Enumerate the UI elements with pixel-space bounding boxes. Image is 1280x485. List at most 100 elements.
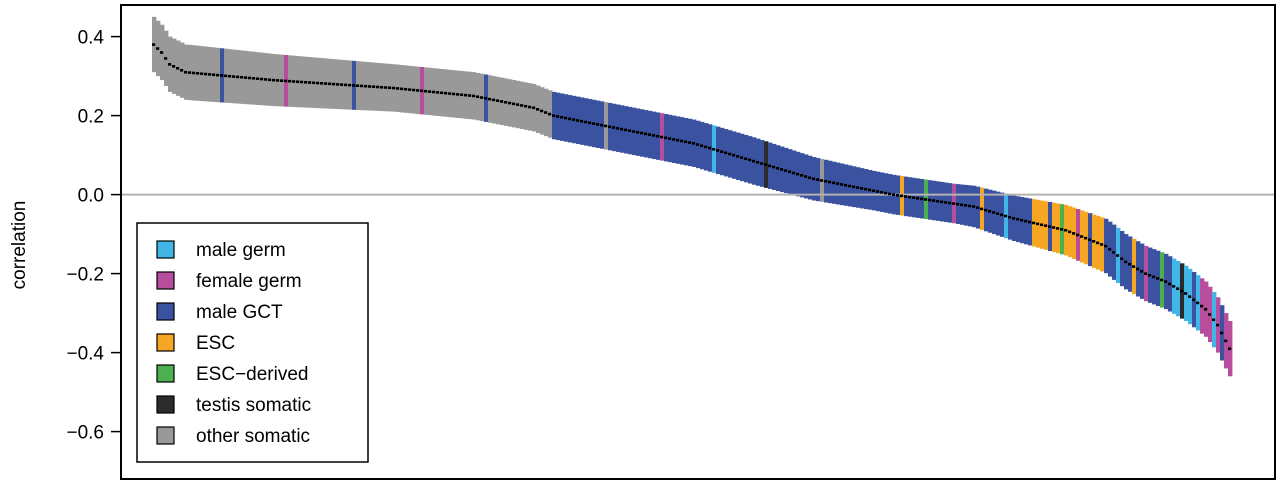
median-point — [804, 175, 808, 178]
median-point — [760, 162, 764, 165]
median-point — [488, 97, 492, 101]
median-point — [1068, 230, 1072, 234]
median-point — [720, 150, 724, 153]
median-point — [512, 102, 516, 106]
median-point — [388, 86, 392, 90]
median-point — [1220, 331, 1224, 335]
median-point — [844, 183, 848, 187]
median-point — [536, 108, 540, 111]
median-point — [396, 87, 400, 90]
median-point — [204, 72, 208, 76]
median-point — [920, 197, 924, 201]
median-point — [820, 179, 824, 182]
median-point — [508, 101, 512, 105]
median-point — [904, 195, 908, 198]
median-point — [400, 87, 404, 91]
median-point — [296, 80, 300, 84]
median-point — [280, 79, 284, 82]
median-point — [1096, 241, 1100, 245]
legend-swatch — [156, 395, 175, 414]
median-point — [664, 136, 668, 140]
median-point — [1024, 219, 1028, 223]
median-point — [172, 65, 176, 68]
median-point — [1020, 218, 1024, 222]
median-point — [996, 212, 1000, 215]
median-point — [728, 152, 732, 156]
median-point — [756, 161, 760, 164]
legend-swatch — [156, 364, 175, 383]
median-point — [432, 90, 436, 94]
median-point — [1012, 217, 1016, 220]
median-point — [564, 116, 568, 120]
median-point — [780, 168, 784, 171]
median-point — [428, 90, 432, 93]
median-point — [404, 87, 408, 91]
median-point — [1064, 228, 1068, 232]
median-point — [612, 126, 616, 129]
median-point — [232, 75, 236, 78]
median-point — [988, 209, 992, 213]
median-point — [224, 74, 228, 78]
median-point — [556, 115, 560, 118]
median-point — [884, 191, 888, 195]
median-point — [1108, 247, 1112, 251]
legend-label: other somatic — [196, 426, 310, 447]
median-points — [152, 43, 1232, 351]
y-axis: −0.6 −0.4 −0.2 0.0 0.2 0.4 — [66, 28, 121, 444]
median-point — [776, 166, 780, 170]
median-point — [468, 94, 472, 97]
legend-label: ESC−derived — [196, 364, 308, 385]
median-point — [284, 79, 288, 83]
median-point — [460, 93, 464, 97]
median-point — [1144, 272, 1148, 275]
median-point — [976, 206, 980, 210]
median-point — [616, 127, 620, 130]
median-point — [696, 143, 700, 146]
median-point — [624, 128, 628, 132]
median-point — [1060, 228, 1064, 231]
median-point — [700, 144, 704, 148]
median-point — [716, 149, 720, 152]
median-point — [496, 99, 500, 102]
median-point — [984, 208, 988, 212]
median-point — [288, 79, 292, 83]
median-point — [152, 43, 156, 46]
median-point — [1088, 238, 1092, 242]
median-point — [836, 182, 840, 185]
median-point — [520, 104, 524, 107]
median-point — [1048, 225, 1052, 228]
median-point — [1028, 220, 1032, 224]
median-point — [292, 80, 296, 83]
median-point — [320, 82, 324, 85]
median-point — [856, 186, 860, 189]
median-point — [992, 211, 996, 214]
median-point — [164, 57, 168, 60]
median-point — [324, 82, 328, 85]
median-point — [308, 81, 312, 84]
median-point — [656, 134, 660, 138]
median-point — [1136, 267, 1140, 271]
median-point — [364, 84, 368, 88]
median-point — [864, 187, 868, 191]
median-point — [568, 117, 572, 121]
median-point — [544, 111, 548, 114]
median-point — [1080, 235, 1084, 238]
median-point — [732, 153, 736, 157]
median-point — [248, 76, 252, 80]
median-point — [1056, 227, 1060, 230]
legend: male germ female germ male GCT ESC ESC−deriv… — [136, 222, 369, 463]
median-point — [764, 163, 768, 166]
median-point — [672, 138, 676, 141]
median-point — [892, 193, 896, 196]
median-point — [380, 85, 384, 89]
median-point — [852, 185, 856, 189]
median-point — [492, 98, 496, 102]
median-point — [840, 183, 844, 186]
median-point — [504, 100, 508, 104]
median-point — [1164, 280, 1168, 283]
median-point — [928, 198, 932, 202]
median-point — [956, 202, 960, 206]
median-point — [160, 51, 164, 54]
median-point — [960, 203, 964, 207]
